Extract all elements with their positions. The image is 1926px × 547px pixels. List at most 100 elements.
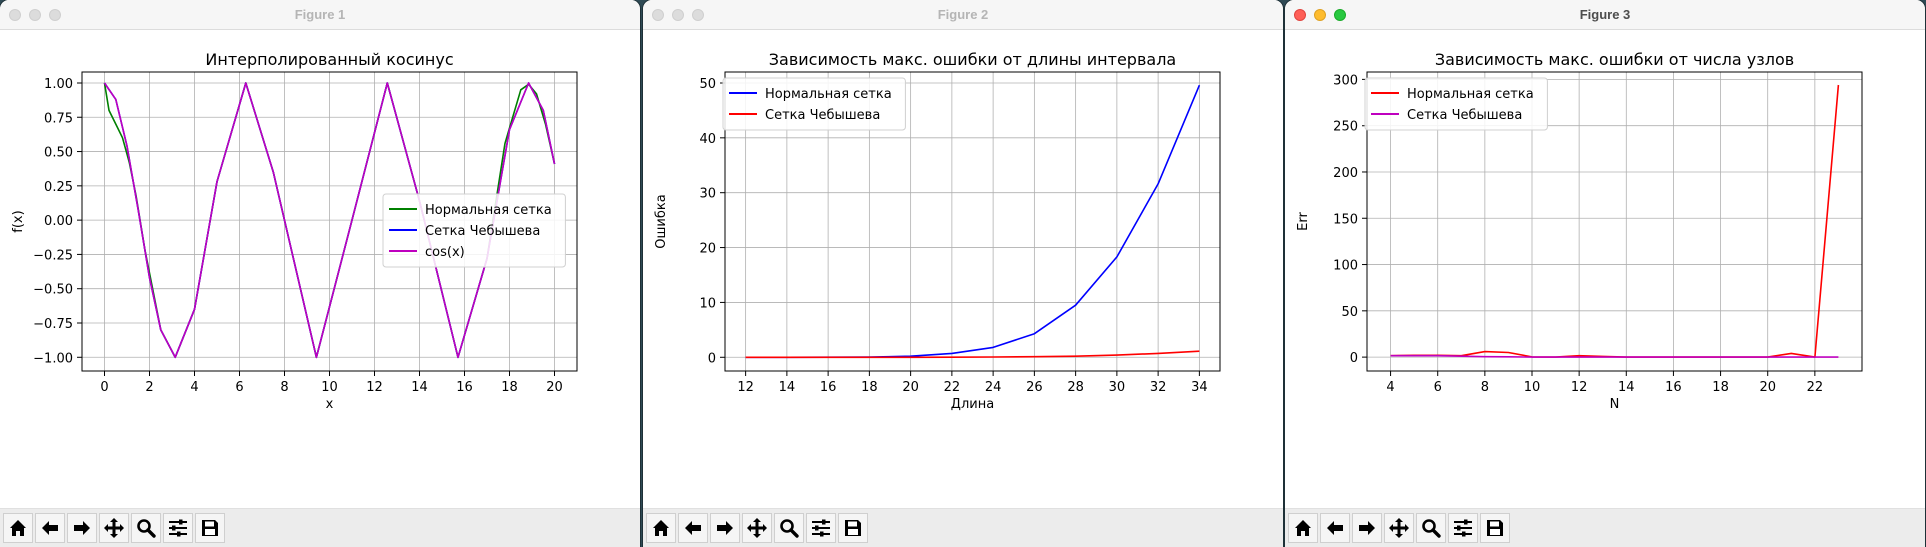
save-button[interactable] — [838, 513, 868, 543]
x-tick-label: 10 — [321, 380, 338, 395]
legend-box — [382, 193, 566, 268]
minimize-button[interactable] — [1314, 9, 1326, 21]
navigation-toolbar — [1285, 508, 1925, 547]
x-tick-label: 12 — [366, 380, 383, 395]
maximize-button[interactable] — [1334, 9, 1346, 21]
arrow-left-button[interactable] — [678, 513, 708, 543]
arrow-left-icon — [42, 521, 58, 535]
close-button[interactable] — [1294, 9, 1306, 21]
x-tick-label: 16 — [456, 380, 473, 395]
legend-label: Нормальная сетка — [1407, 87, 1534, 102]
window-controls — [9, 9, 61, 21]
window-controls — [1294, 9, 1346, 21]
minimize-button[interactable] — [29, 9, 41, 21]
maximize-button[interactable] — [49, 9, 61, 21]
chart: Зависимость макс. ошибки от числа узлов 4… — [1296, 50, 1863, 412]
chart: Зависимость макс. ошибки от длины интерв… — [654, 50, 1221, 412]
x-tick-label: 0 — [100, 380, 108, 395]
home-button[interactable] — [646, 513, 676, 543]
save-icon — [202, 520, 218, 536]
y-tick-label: 300 — [1333, 73, 1358, 88]
move-button[interactable] — [1384, 513, 1414, 543]
maximize-button[interactable] — [692, 9, 704, 21]
zoom-button[interactable] — [774, 513, 804, 543]
x-tick-label: 6 — [1434, 380, 1442, 395]
arrow-left-button[interactable] — [35, 513, 65, 543]
legend-label: cos(x) — [425, 245, 465, 260]
x-tick-label: 8 — [1481, 380, 1489, 395]
zoom-icon — [137, 519, 156, 538]
sliders-icon — [169, 519, 187, 537]
arrow-right-button[interactable] — [67, 513, 97, 543]
move-icon — [1389, 518, 1409, 538]
x-axis-label: x — [326, 397, 334, 412]
x-tick-label: 8 — [280, 380, 288, 395]
y-tick-label: 150 — [1333, 212, 1358, 227]
minimize-button[interactable] — [672, 9, 684, 21]
sliders-button[interactable] — [1448, 513, 1478, 543]
close-button[interactable] — [9, 9, 21, 21]
home-icon — [653, 520, 669, 536]
legend: Нормальная сетка Сетка Чебышева cos(x) — [382, 193, 566, 268]
x-tick-label: 22 — [944, 380, 961, 395]
y-tick-label: 10 — [699, 296, 716, 311]
y-tick-label: 50 — [1341, 305, 1358, 320]
legend-label: Сетка Чебышева — [765, 108, 880, 123]
x-tick-label: 16 — [1665, 380, 1682, 395]
title-bar[interactable]: Figure 1 — [0, 0, 640, 30]
sliders-button[interactable] — [163, 513, 193, 543]
move-button[interactable] — [99, 513, 129, 543]
y-tick-label: 0 — [708, 351, 716, 366]
move-icon — [104, 518, 124, 538]
y-tick-label: −1.00 — [33, 351, 73, 366]
legend-label: Нормальная сетка — [765, 87, 892, 102]
x-tick-label: 16 — [820, 380, 837, 395]
legend-label: Сетка Чебышева — [1407, 108, 1522, 123]
arrow-left-button[interactable] — [1320, 513, 1350, 543]
zoom-icon — [780, 519, 799, 538]
y-tick-label: 40 — [699, 132, 716, 147]
zoom-button[interactable] — [1416, 513, 1446, 543]
title-bar[interactable]: Figure 3 — [1285, 0, 1925, 30]
figure-canvas[interactable]: Зависимость макс. ошибки от числа узлов 4… — [1285, 30, 1925, 508]
y-tick-label: 0.25 — [44, 180, 73, 195]
save-icon — [845, 520, 861, 536]
y-tick-label: 50 — [699, 77, 716, 92]
sliders-button[interactable] — [806, 513, 836, 543]
y-tick-label: 30 — [699, 187, 716, 202]
chart-title: Зависимость макс. ошибки от числа узлов — [1435, 50, 1794, 69]
series-line-1 — [745, 350, 1200, 359]
figure-canvas[interactable]: Интерполированный косинус 0 2 4 6 8 10 12 14 16 18… — [0, 30, 640, 508]
x-tick-label: 20 — [546, 380, 563, 395]
figure-2-window: Figure 2 Зависимость макс. ошибки от дли… — [643, 0, 1283, 547]
y-tick-label: 0.00 — [44, 214, 73, 229]
title-bar[interactable]: Figure 2 — [643, 0, 1283, 30]
legend-box — [1364, 77, 1548, 131]
x-tick-label: 14 — [1618, 380, 1635, 395]
legend-label: Нормальная сетка — [425, 203, 552, 218]
navigation-toolbar — [643, 508, 1283, 547]
window-controls — [652, 9, 704, 21]
save-button[interactable] — [1480, 513, 1510, 543]
y-tick-label: 0.75 — [44, 111, 73, 126]
x-tick-label: 28 — [1067, 380, 1084, 395]
arrow-right-button[interactable] — [710, 513, 740, 543]
y-tick-label: 250 — [1333, 120, 1358, 135]
chart-title: Интерполированный косинус — [205, 50, 453, 69]
arrow-right-button[interactable] — [1352, 513, 1382, 543]
zoom-icon — [1422, 519, 1441, 538]
arrow-right-icon — [717, 521, 733, 535]
home-button[interactable] — [3, 513, 33, 543]
y-tick-label: 20 — [699, 242, 716, 257]
navigation-toolbar — [0, 508, 640, 547]
axes-frame — [1366, 71, 1863, 372]
x-axis-label: N — [1610, 397, 1620, 412]
x-tick-label: 18 — [861, 380, 878, 395]
close-button[interactable] — [652, 9, 664, 21]
move-button[interactable] — [742, 513, 772, 543]
home-button[interactable] — [1288, 513, 1318, 543]
figure-canvas[interactable]: Зависимость макс. ошибки от длины интерв… — [643, 30, 1283, 508]
arrow-right-icon — [74, 521, 90, 535]
save-button[interactable] — [195, 513, 225, 543]
zoom-button[interactable] — [131, 513, 161, 543]
